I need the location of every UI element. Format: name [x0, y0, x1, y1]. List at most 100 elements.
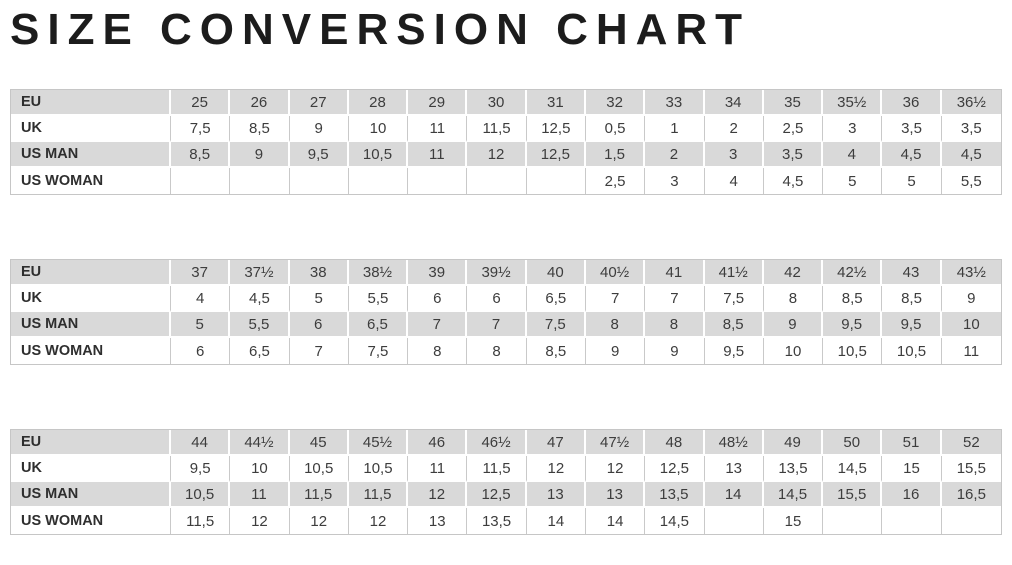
- size-cell: 15,5: [941, 456, 1001, 482]
- size-cell: [348, 168, 409, 194]
- size-cell: 37½: [230, 260, 290, 286]
- size-cell: 7: [289, 338, 349, 364]
- size-cell: 50: [823, 430, 883, 456]
- size-cell: [408, 168, 468, 194]
- size-cell: 27: [289, 90, 349, 116]
- size-cell: 15: [763, 508, 824, 534]
- size-cell: 47: [526, 430, 586, 456]
- size-cell: 12: [585, 456, 646, 482]
- size-cell: 46: [408, 430, 468, 456]
- size-cell: 42½: [823, 260, 883, 286]
- size-cell: 4: [704, 168, 764, 194]
- size-cell: 4,5: [941, 142, 1001, 168]
- size-cell: 14,5: [645, 508, 705, 534]
- row-label: US WOMAN: [11, 338, 171, 364]
- size-cell: 12: [289, 508, 349, 534]
- size-cell: 5,5: [941, 168, 1001, 194]
- size-cell: 6: [408, 286, 468, 312]
- size-cell: 8,5: [882, 286, 942, 312]
- size-cell: 14,5: [823, 456, 883, 482]
- size-cell: 15: [882, 456, 942, 482]
- size-cell: 12,5: [526, 116, 586, 142]
- size-cell: 12,5: [467, 482, 527, 508]
- size-cell: 9: [763, 312, 824, 338]
- size-cell: 49: [763, 430, 824, 456]
- size-cell: 9: [941, 286, 1001, 312]
- table-row-uk: UK 9,5 10 10,5 10,5 11 11,5 12 12 12,5 13 13,5 14,5 1…: [11, 456, 1001, 482]
- size-cell: 3: [704, 142, 764, 168]
- size-cell: 8: [467, 338, 527, 364]
- size-cell: 4,5: [763, 168, 824, 194]
- size-cell: 12: [526, 456, 586, 482]
- size-cell: 11: [408, 456, 468, 482]
- size-cell: 36½: [941, 90, 1001, 116]
- size-cell: 13,5: [467, 508, 527, 534]
- size-cell: 10: [230, 456, 290, 482]
- size-cell: [230, 168, 290, 194]
- size-cell: 6: [467, 286, 527, 312]
- size-cell: 40½: [585, 260, 646, 286]
- size-cell: [941, 508, 1001, 534]
- size-cell: 9,5: [171, 456, 231, 482]
- size-cell: 1: [645, 116, 705, 142]
- size-cell: 11,5: [348, 482, 409, 508]
- size-cell: 12,5: [526, 142, 586, 168]
- row-label: US MAN: [11, 142, 171, 168]
- size-cell: 7: [585, 286, 646, 312]
- size-cell: 11: [408, 142, 468, 168]
- row-label: EU: [11, 430, 171, 456]
- size-cell: 6,5: [348, 312, 409, 338]
- size-cell: 11,5: [467, 456, 527, 482]
- size-cell: [882, 508, 942, 534]
- size-cell: 8,5: [526, 338, 586, 364]
- table-row-us-woman: US WOMAN 2,5 3 4 4,5 5 5 5,5: [11, 168, 1001, 194]
- size-cell: 8,5: [171, 142, 231, 168]
- size-cell: 45½: [348, 430, 409, 456]
- size-cell: 5: [171, 312, 231, 338]
- table-row-us-woman: US WOMAN 6 6,5 7 7,5 8 8 8,5 9 9 9,5 10 10,5 10,5 11: [11, 338, 1001, 364]
- size-cell: 9,5: [823, 312, 883, 338]
- size-cell: 5: [823, 168, 883, 194]
- size-cell: 10,5: [823, 338, 883, 364]
- size-cell: [526, 168, 586, 194]
- row-label: US MAN: [11, 482, 171, 508]
- size-cell: 8,5: [230, 116, 290, 142]
- size-cell: [704, 508, 764, 534]
- size-cell: 9,5: [289, 142, 349, 168]
- size-cell: 5,5: [348, 286, 409, 312]
- size-cell: 15,5: [823, 482, 883, 508]
- size-cell: 41: [645, 260, 705, 286]
- size-cell: 12: [408, 482, 468, 508]
- size-cell: 9,5: [704, 338, 764, 364]
- row-label: US WOMAN: [11, 508, 171, 534]
- size-cell: 39: [408, 260, 468, 286]
- size-cell: 10: [763, 338, 824, 364]
- size-cell: 52: [941, 430, 1001, 456]
- size-table-3: EU 44 44½ 45 45½ 46 46½ 47 47½ 48 48½ 49 50 51 52 UK 9,5…: [10, 429, 1002, 535]
- size-cell: 13: [585, 482, 646, 508]
- table-row-eu: EU 44 44½ 45 45½ 46 46½ 47 47½ 48 48½ 49 50 51 52: [11, 430, 1001, 456]
- size-cell: 3,5: [941, 116, 1001, 142]
- size-table-1: EU 25 26 27 28 29 30 31 32 33 34 35 35½ 36 36½ UK 7,5 8,5…: [10, 89, 1002, 195]
- size-cell: 7,5: [171, 116, 231, 142]
- size-cell: 12: [348, 508, 409, 534]
- size-cell: 28: [348, 90, 409, 116]
- table-row-us-woman: US WOMAN 11,5 12 12 12 13 13,5 14 14 14,5 15: [11, 508, 1001, 534]
- page: SIZE CONVERSION CHART EU 25 26 27 28 29 30 31 32…: [10, 8, 1002, 535]
- size-cell: [467, 168, 527, 194]
- size-cell: 8: [645, 312, 705, 338]
- table-row-us-man: US MAN 10,5 11 11,5 11,5 12 12,5 13 13 13,5 14 14,5…: [11, 482, 1001, 508]
- size-cell: 10,5: [348, 456, 409, 482]
- size-cell: 30: [467, 90, 527, 116]
- size-cell: 6: [289, 312, 349, 338]
- size-cell: 44: [171, 430, 231, 456]
- size-cell: 44½: [230, 430, 290, 456]
- table-row-us-man: US MAN 8,5 9 9,5 10,5 11 12 12,5 1,5 2 3 3,5 4 4,5 4,5: [11, 142, 1001, 168]
- size-cell: 31: [526, 90, 586, 116]
- size-cell: 12: [230, 508, 290, 534]
- size-cell: 51: [882, 430, 942, 456]
- size-cell: 16,5: [941, 482, 1001, 508]
- size-cell: 3,5: [882, 116, 942, 142]
- size-cell: 6,5: [230, 338, 290, 364]
- size-cell: 9: [289, 116, 349, 142]
